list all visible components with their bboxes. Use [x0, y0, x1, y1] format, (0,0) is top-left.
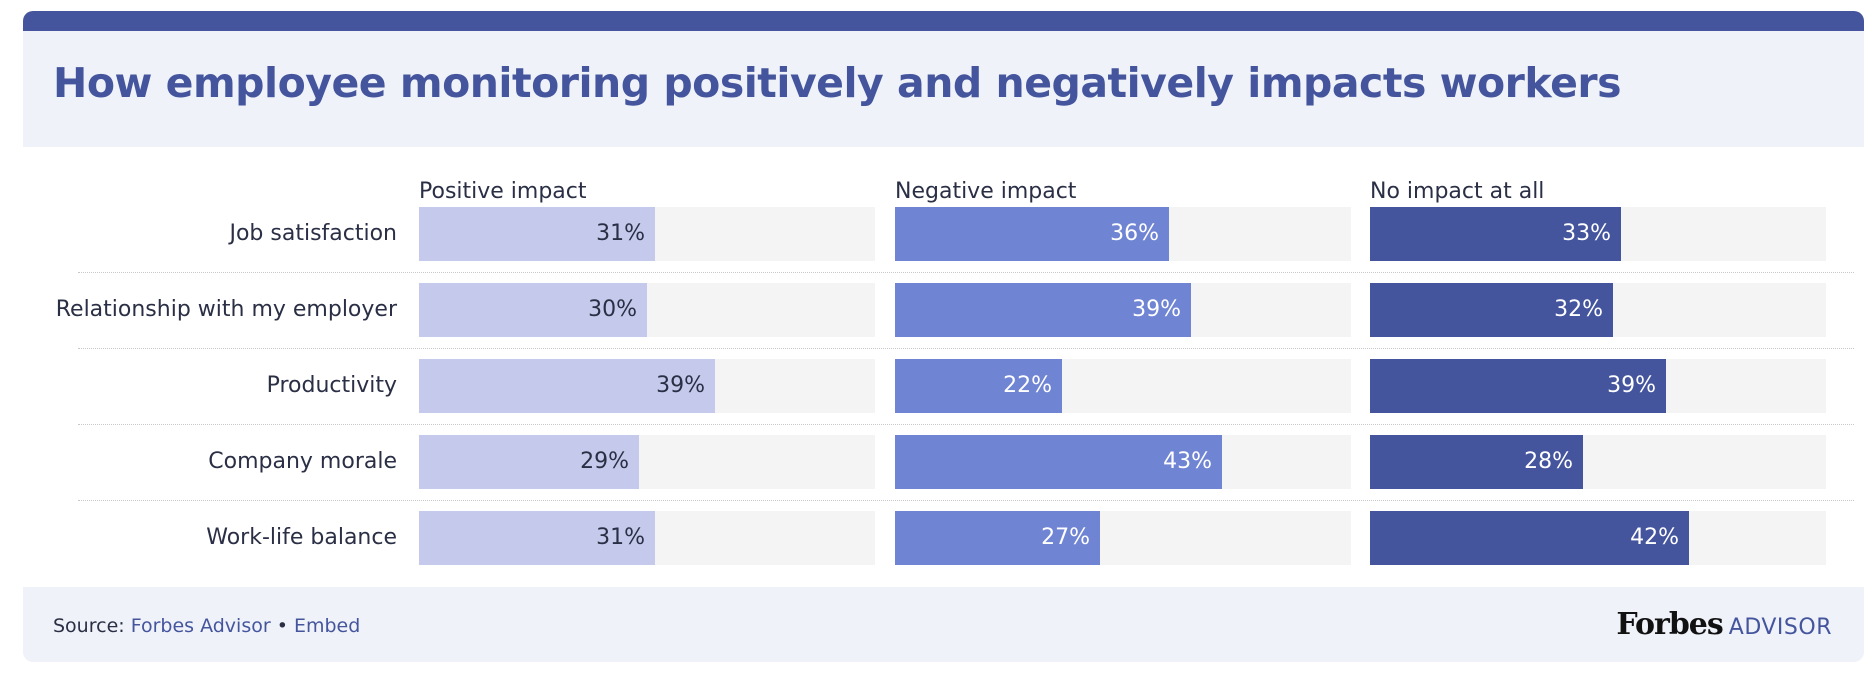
- bar-value-label: 39%: [1607, 373, 1656, 398]
- row-label: Productivity: [266, 373, 397, 398]
- bar-track: 39%: [895, 283, 1351, 337]
- column-header-negative: Negative impact: [895, 179, 1077, 204]
- bar-value-label: 32%: [1554, 297, 1603, 322]
- bar-value-label: 36%: [1110, 221, 1159, 246]
- source-prefix: Source:: [53, 615, 131, 637]
- bar-value-label: 27%: [1041, 525, 1090, 550]
- bar-positive: [419, 207, 655, 261]
- bar-value-label: 31%: [596, 525, 645, 550]
- row-label: Company morale: [208, 449, 397, 474]
- bar-value-label: 29%: [580, 449, 629, 474]
- bar-negative: [895, 511, 1100, 565]
- source-line: Source: Forbes Advisor • Embed: [53, 615, 360, 637]
- row-label: Relationship with my employer: [55, 297, 397, 322]
- chart-card: How employee monitoring positively and n…: [23, 11, 1864, 662]
- bar-value-label: 30%: [588, 297, 637, 322]
- row-label: Job satisfaction: [229, 221, 397, 246]
- logo-forbes-text: Forbes: [1616, 607, 1723, 642]
- bar-track: 28%: [1370, 435, 1826, 489]
- bar-none: [1370, 207, 1621, 261]
- bar-positive: [419, 511, 655, 565]
- bar-negative: [895, 435, 1222, 489]
- bar-negative: [895, 207, 1169, 261]
- bar-value-label: 39%: [1132, 297, 1181, 322]
- bar-track: 27%: [895, 511, 1351, 565]
- bar-none: [1370, 511, 1689, 565]
- bar-track: 30%: [419, 283, 875, 337]
- bar-negative: [895, 283, 1191, 337]
- row-divider: [78, 348, 1854, 349]
- bar-positive: [419, 283, 647, 337]
- source-link[interactable]: Forbes Advisor: [130, 615, 271, 637]
- bar-none: [1370, 283, 1613, 337]
- bar-value-label: 31%: [596, 221, 645, 246]
- row-label: Work-life balance: [206, 525, 397, 550]
- row-divider: [78, 500, 1854, 501]
- bar-value-label: 43%: [1163, 449, 1212, 474]
- logo-advisor-text: ADVISOR: [1728, 615, 1832, 640]
- bar-value-label: 42%: [1630, 525, 1679, 550]
- bar-track: 31%: [419, 207, 875, 261]
- chart-header: How employee monitoring positively and n…: [23, 31, 1864, 147]
- bar-track: 39%: [1370, 359, 1826, 413]
- bar-track: 42%: [1370, 511, 1826, 565]
- forbes-advisor-logo: Forbes ADVISOR: [1616, 607, 1832, 642]
- row-divider: [78, 424, 1854, 425]
- row-divider: [78, 272, 1854, 273]
- column-header-positive: Positive impact: [419, 179, 587, 204]
- bar-track: 36%: [895, 207, 1351, 261]
- bar-track: 31%: [419, 511, 875, 565]
- column-header-none: No impact at all: [1370, 179, 1545, 204]
- bar-value-label: 28%: [1524, 449, 1573, 474]
- bar-negative: [895, 359, 1062, 413]
- bar-none: [1370, 359, 1666, 413]
- bar-value-label: 33%: [1562, 221, 1611, 246]
- bar-positive: [419, 359, 715, 413]
- bar-track: 39%: [419, 359, 875, 413]
- bar-track: 29%: [419, 435, 875, 489]
- chart-footer: Source: Forbes Advisor • Embed Forbes ADV…: [23, 587, 1864, 662]
- source-separator: •: [270, 615, 294, 637]
- bar-track: 32%: [1370, 283, 1826, 337]
- chart-title: How employee monitoring positively and n…: [53, 59, 1622, 107]
- embed-link[interactable]: Embed: [293, 615, 361, 637]
- bar-value-label: 22%: [1003, 373, 1052, 398]
- top-accent-bar: [23, 11, 1864, 31]
- bar-none: [1370, 435, 1583, 489]
- bar-track: 43%: [895, 435, 1351, 489]
- bar-positive: [419, 435, 639, 489]
- bar-track: 22%: [895, 359, 1351, 413]
- bar-track: 33%: [1370, 207, 1826, 261]
- bar-value-label: 39%: [656, 373, 705, 398]
